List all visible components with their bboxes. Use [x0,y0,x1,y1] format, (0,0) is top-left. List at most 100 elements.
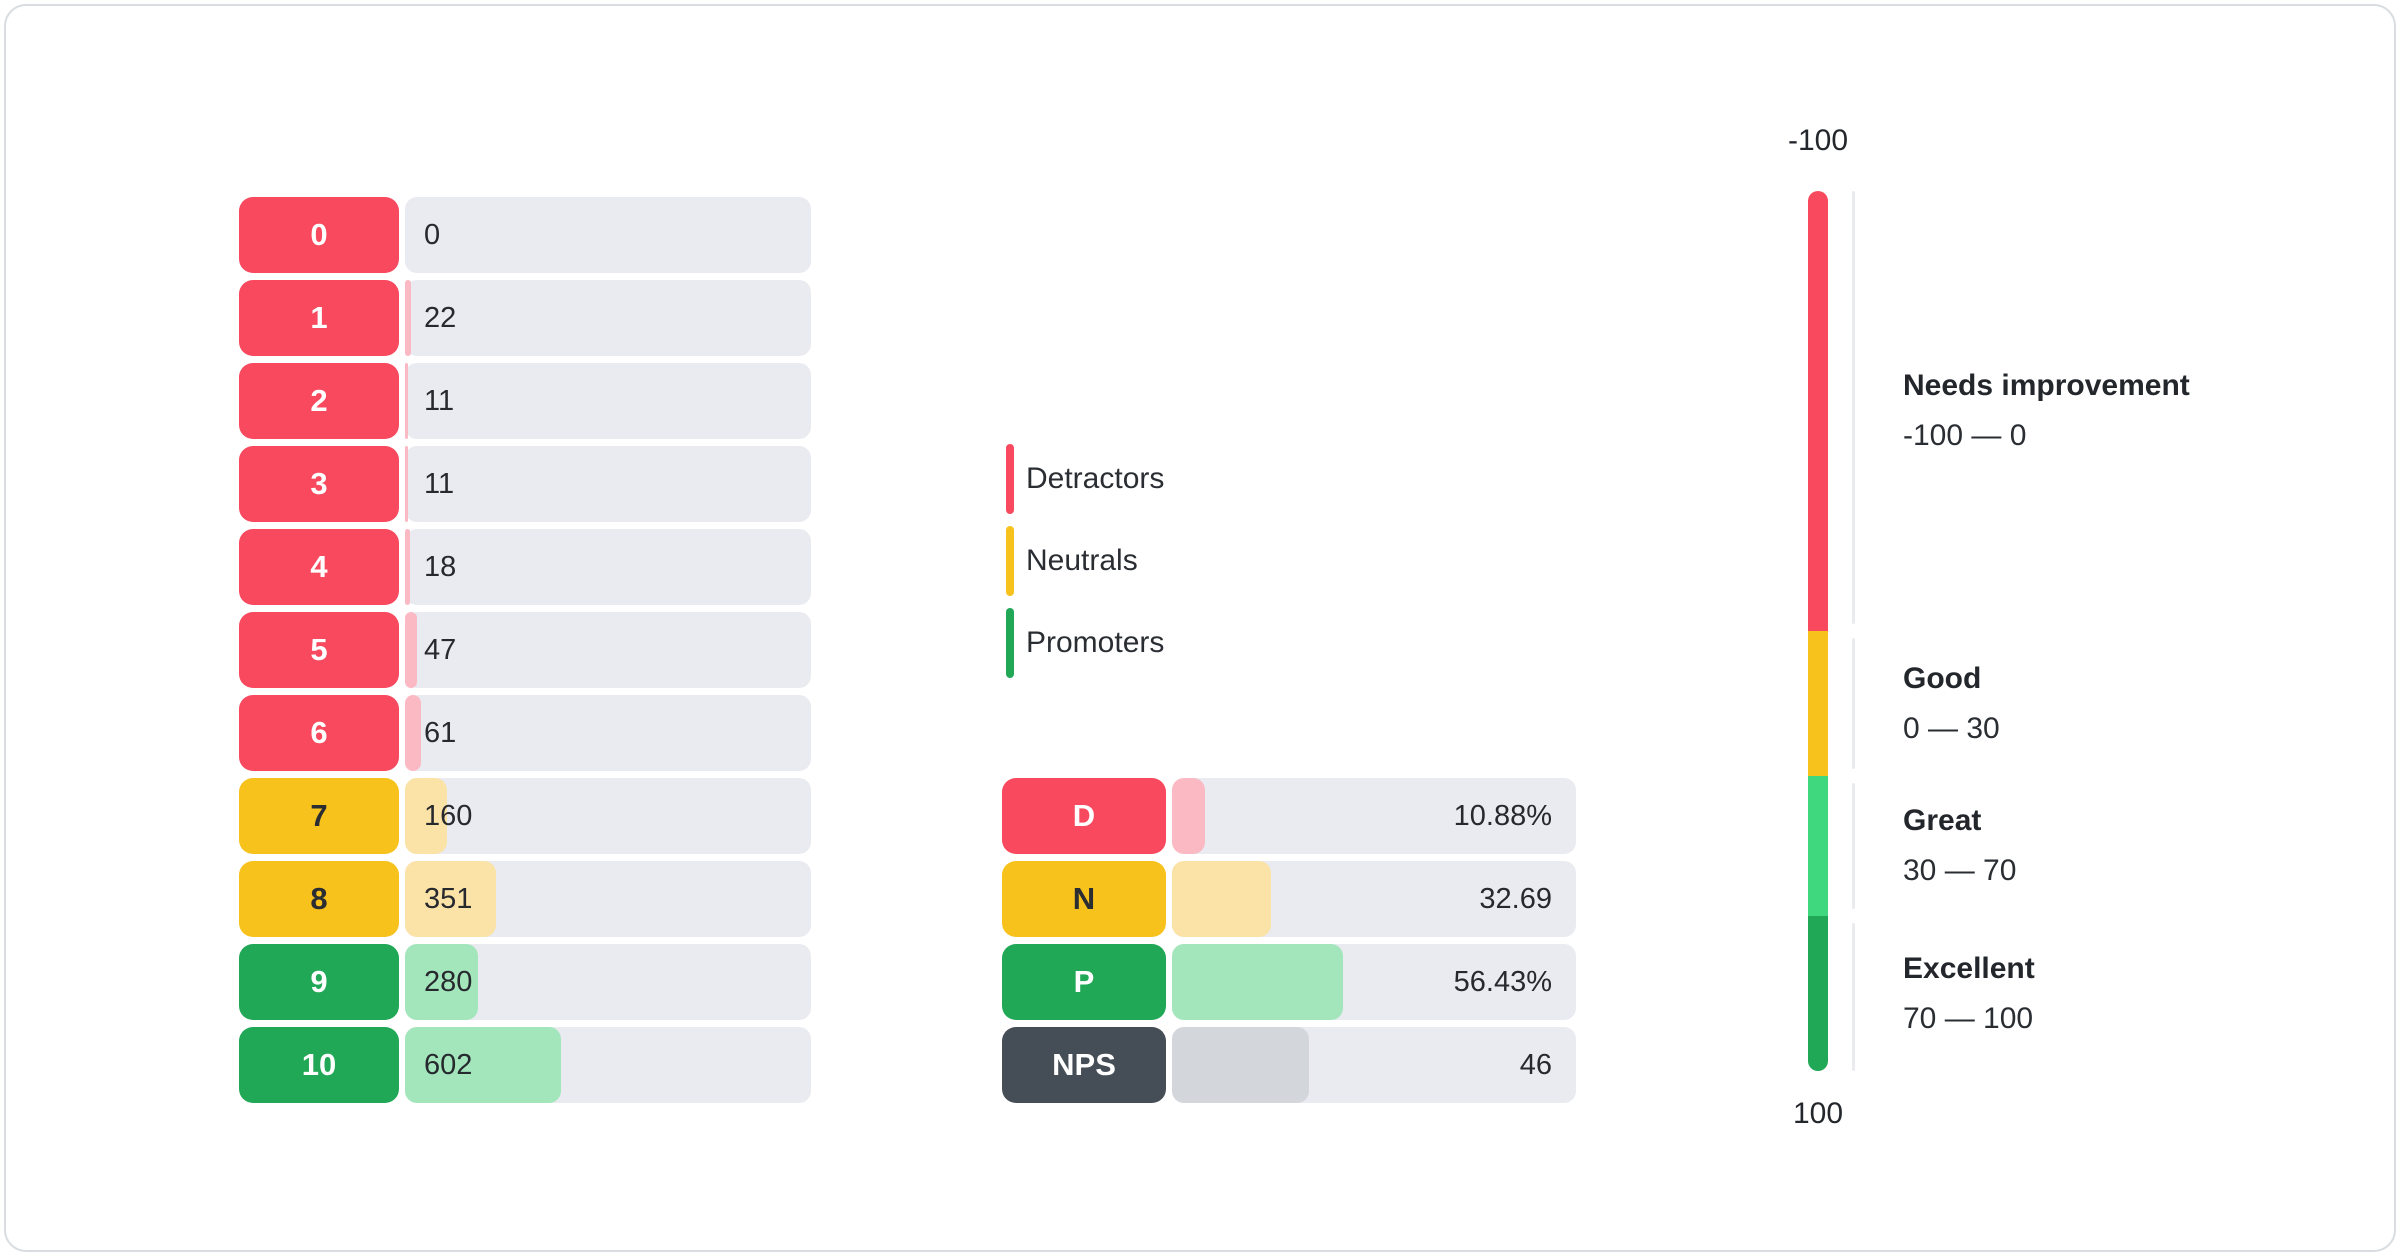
score-track: 22 [405,280,811,356]
gauge-bar [1808,191,1828,1071]
neutral-swatch [1006,526,1014,596]
gauge-segment-4 [1808,916,1828,1071]
summary-fill [1172,778,1206,854]
summary-badge: N [1002,861,1166,937]
score-count: 0 [424,218,441,251]
score-row[interactable]: 10 602 [239,1027,811,1103]
score-fill [405,612,418,688]
score-count: 61 [424,716,457,749]
score-row[interactable]: 4 18 [239,529,811,605]
score-track: 0 [405,197,811,273]
summary-row[interactable]: P 56.43% [1002,944,1576,1020]
score-distribution-chart: 0 0 1 22 2 11 3 11 4 18 5 47 6 61 7 160 8 351 9 280 10 602 [239,197,811,1103]
score-badge: 4 [239,529,399,605]
summary-value: 10.88% [1453,799,1552,832]
gauge-segment-3 [1808,776,1828,916]
summary-badge: NPS [1002,1027,1166,1103]
score-badge: 8 [239,861,399,937]
score-fill [405,363,408,439]
score-count: 160 [424,799,473,832]
score-count: 18 [424,550,457,583]
gauge-zone-title: Excellent [1903,952,2035,985]
score-badge: 6 [239,695,399,771]
score-row[interactable]: 9 280 [239,944,811,1020]
score-fill [405,1027,562,1103]
score-fill [405,778,447,854]
gauge-zone-range: 0 — 30 [1903,712,2000,745]
score-fill [405,944,478,1020]
gauge-tick-segment [1852,783,1855,909]
score-count: 280 [424,965,473,998]
score-fill [405,529,410,605]
score-track: 11 [405,446,811,522]
gauge-zone-title: Good [1903,662,1982,695]
summary-badge: P [1002,944,1166,1020]
score-badge: 5 [239,612,399,688]
score-track: 351 [405,861,811,937]
gauge-zone-label: Good 0 — 30 [1903,660,2000,748]
summary-row[interactable]: NPS 46 [1002,1027,1576,1103]
score-badge: 10 [239,1027,399,1103]
score-badge: 7 [239,778,399,854]
gauge-zone-range: 30 — 70 [1903,854,2017,887]
summary-badge: D [1002,778,1166,854]
summary-fill [1172,861,1271,937]
detractor-swatch [1006,444,1014,514]
summary-row[interactable]: D 10.88% [1002,778,1576,854]
score-row[interactable]: 2 11 [239,363,811,439]
legend-label: Neutrals [1026,544,1138,577]
gauge-zone-range: -100 — 0 [1903,419,2027,452]
summary-track: 32.69 [1172,861,1576,937]
legend-item-detractor[interactable]: Detractors [1006,444,1164,514]
summary-track: 10.88% [1172,778,1576,854]
score-track: 61 [405,695,811,771]
summary-row[interactable]: N 32.69 [1002,861,1576,937]
score-row[interactable]: 7 160 [239,778,811,854]
legend-item-neutral[interactable]: Neutrals [1006,526,1164,596]
score-row[interactable]: 5 47 [239,612,811,688]
score-track: 47 [405,612,811,688]
score-badge: 9 [239,944,399,1020]
score-badge: 1 [239,280,399,356]
score-track: 280 [405,944,811,1020]
nps-summary-chart: D 10.88% N 32.69 P 56.43% NPS 46 [1002,778,1576,1103]
gauge-tick-segment [1852,923,1855,1071]
gauge-axis-top-label: -100 [1787,124,1849,157]
score-fill [405,695,421,771]
summary-value: 46 [1519,1048,1552,1081]
score-row[interactable]: 3 11 [239,446,811,522]
gauge-segment-1 [1808,191,1828,631]
score-count: 22 [424,301,457,334]
score-fill [405,861,497,937]
summary-fill [1172,944,1343,1020]
gauge-tick-segment [1852,191,1855,624]
gauge-zone-range: 70 — 100 [1903,1002,2034,1035]
score-fill [405,280,411,356]
score-count: 11 [424,384,455,417]
summary-value: 56.43% [1453,965,1552,998]
gauge-tick-segment [1852,638,1855,769]
score-track: 160 [405,778,811,854]
score-count: 11 [424,467,455,500]
score-row[interactable]: 1 22 [239,280,811,356]
legend-label: Detractors [1026,462,1165,495]
summary-track: 56.43% [1172,944,1576,1020]
dashboard-card: 0 0 1 22 2 11 3 11 4 18 5 47 6 61 7 160 8 351 9 280 10 602 De… [4,4,2396,1252]
score-badge: 3 [239,446,399,522]
legend-label: Promoters [1026,626,1165,659]
legend-item-promoter[interactable]: Promoters [1006,608,1164,678]
score-row[interactable]: 6 61 [239,695,811,771]
summary-value: 32.69 [1479,882,1552,915]
legend: Detractors Neutrals Promoters [1006,444,1164,678]
score-row[interactable]: 8 351 [239,861,811,937]
score-badge: 2 [239,363,399,439]
score-track: 11 [405,363,811,439]
gauge-axis-bottom-label: 100 [1792,1097,1844,1130]
score-count: 351 [424,882,473,915]
promoter-swatch [1006,608,1014,678]
score-count: 47 [424,633,457,666]
score-track: 18 [405,529,811,605]
gauge-zone-title: Great [1903,804,1982,837]
